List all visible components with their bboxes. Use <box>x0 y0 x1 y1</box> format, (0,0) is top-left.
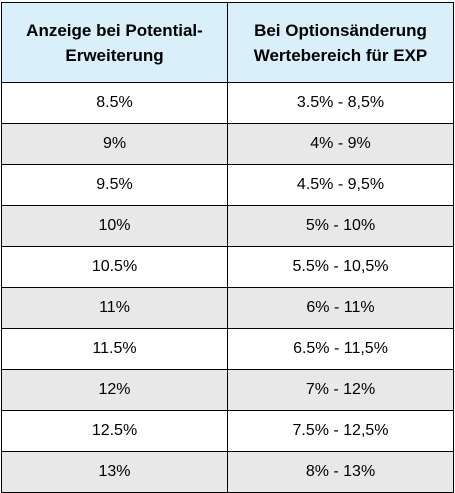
exp-range-cell: 5.5% - 10,5% <box>227 246 454 288</box>
potential-value-cell: 9% <box>1 123 228 165</box>
table-row: 12% 7% - 12% <box>1 369 454 411</box>
table-row: 8.5% 3.5% - 8,5% <box>1 82 454 124</box>
potential-value-cell: 12% <box>1 369 228 411</box>
exp-range-cell: 6.5% - 11,5% <box>227 328 454 370</box>
table-row: 11% 6% - 11% <box>1 287 454 329</box>
table-row: 9.5% 4.5% - 9,5% <box>1 164 454 206</box>
exp-range-cell: 4.5% - 9,5% <box>227 164 454 206</box>
potential-value-cell: 9.5% <box>1 164 228 206</box>
table-header-row: Anzeige bei Potential-Erweiterung Bei Op… <box>1 2 454 83</box>
table-row: 13% 8% - 13% <box>1 451 454 493</box>
exp-range-cell: 5% - 10% <box>227 205 454 247</box>
potential-value-cell: 11.5% <box>1 328 228 370</box>
exp-range-cell: 4% - 9% <box>227 123 454 165</box>
table-row: 10% 5% - 10% <box>1 205 454 247</box>
table-row: 9% 4% - 9% <box>1 123 454 165</box>
header-exp-range: Bei Optionsänderung Wertebereich für EXP <box>227 2 454 83</box>
table-row: 11.5% 6.5% - 11,5% <box>1 328 454 370</box>
exp-range-cell: 3.5% - 8,5% <box>227 82 454 124</box>
table-row: 12.5% 7.5% - 12,5% <box>1 410 454 452</box>
potential-value-cell: 10.5% <box>1 246 228 288</box>
potential-value-cell: 10% <box>1 205 228 247</box>
exp-range-cell: 7.5% - 12,5% <box>227 410 454 452</box>
header-potential-display: Anzeige bei Potential-Erweiterung <box>1 2 228 83</box>
exp-range-cell: 7% - 12% <box>227 369 454 411</box>
potential-value-cell: 12.5% <box>1 410 228 452</box>
exp-range-cell: 8% - 13% <box>227 451 454 493</box>
potential-value-cell: 11% <box>1 287 228 329</box>
exp-range-cell: 6% - 11% <box>227 287 454 329</box>
table-row: 10.5% 5.5% - 10,5% <box>1 246 454 288</box>
potential-value-cell: 13% <box>1 451 228 493</box>
potential-value-cell: 8.5% <box>1 82 228 124</box>
